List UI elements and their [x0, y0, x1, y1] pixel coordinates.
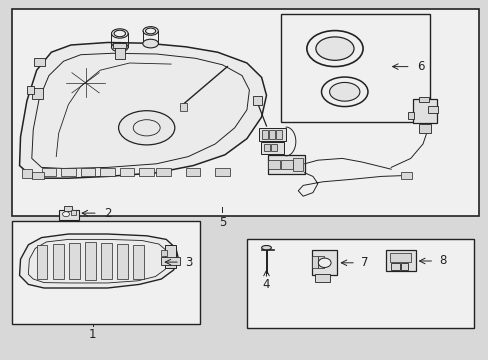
Bar [253, 96, 262, 105]
Ellipse shape [142, 27, 158, 35]
Polygon shape [20, 234, 178, 288]
Bar [390, 263, 399, 270]
Bar [34, 58, 45, 66]
Bar [161, 250, 167, 256]
Bar [32, 172, 44, 179]
Bar [165, 245, 176, 268]
Bar [317, 256, 323, 268]
Ellipse shape [321, 77, 367, 107]
Bar [139, 168, 154, 176]
Bar [113, 43, 126, 48]
Polygon shape [20, 42, 266, 178]
Bar [418, 97, 428, 102]
Ellipse shape [329, 82, 359, 101]
Bar [386, 250, 415, 271]
Bar [281, 14, 429, 122]
Text: 8: 8 [438, 255, 446, 267]
Text: 1: 1 [89, 328, 97, 341]
Polygon shape [133, 245, 144, 279]
Bar [185, 168, 200, 176]
Ellipse shape [315, 37, 353, 60]
Ellipse shape [118, 111, 175, 145]
Bar [264, 144, 269, 151]
Bar [275, 130, 281, 139]
Text: 3: 3 [184, 256, 192, 269]
Bar [71, 210, 76, 215]
Bar [281, 160, 292, 169]
Ellipse shape [114, 30, 125, 37]
Bar [215, 168, 229, 176]
Ellipse shape [111, 42, 128, 52]
Text: 5: 5 [218, 216, 226, 229]
Bar [260, 142, 284, 154]
Bar [315, 274, 329, 282]
Text: 4: 4 [262, 278, 270, 291]
Bar [400, 263, 407, 270]
Bar [115, 43, 124, 59]
Circle shape [318, 258, 330, 267]
Bar [27, 86, 34, 94]
Bar [293, 158, 303, 171]
Bar [246, 239, 473, 328]
Bar [311, 250, 337, 275]
Polygon shape [37, 245, 47, 279]
Bar [407, 112, 413, 119]
Text: 2: 2 [103, 207, 111, 220]
Bar [418, 124, 430, 133]
Ellipse shape [306, 31, 362, 67]
Polygon shape [101, 243, 112, 279]
Bar [267, 160, 279, 169]
Polygon shape [117, 244, 128, 279]
Bar [22, 169, 32, 178]
Text: 6: 6 [416, 60, 423, 73]
Bar [120, 168, 134, 176]
Bar [271, 144, 277, 151]
Ellipse shape [111, 29, 128, 38]
Bar [389, 253, 410, 262]
Bar [12, 221, 200, 324]
Bar [12, 9, 478, 216]
Bar [59, 210, 79, 220]
Polygon shape [69, 243, 80, 279]
Bar [180, 103, 187, 111]
Text: 7: 7 [360, 256, 367, 269]
Bar [268, 130, 274, 139]
Ellipse shape [145, 28, 155, 34]
Bar [81, 168, 95, 176]
Bar [311, 256, 317, 268]
Ellipse shape [261, 246, 271, 250]
Bar [262, 130, 267, 139]
Bar [156, 168, 171, 176]
Ellipse shape [142, 39, 158, 48]
Bar [427, 106, 437, 113]
Polygon shape [85, 242, 96, 280]
Bar [32, 88, 42, 99]
Bar [100, 168, 115, 176]
Circle shape [62, 212, 69, 217]
Bar [41, 168, 56, 176]
Bar [61, 168, 76, 176]
Bar [161, 257, 180, 265]
Bar [267, 155, 304, 174]
Bar [259, 128, 285, 141]
Bar [412, 99, 436, 123]
Bar [400, 172, 411, 179]
Bar [63, 206, 72, 211]
Polygon shape [53, 244, 63, 279]
